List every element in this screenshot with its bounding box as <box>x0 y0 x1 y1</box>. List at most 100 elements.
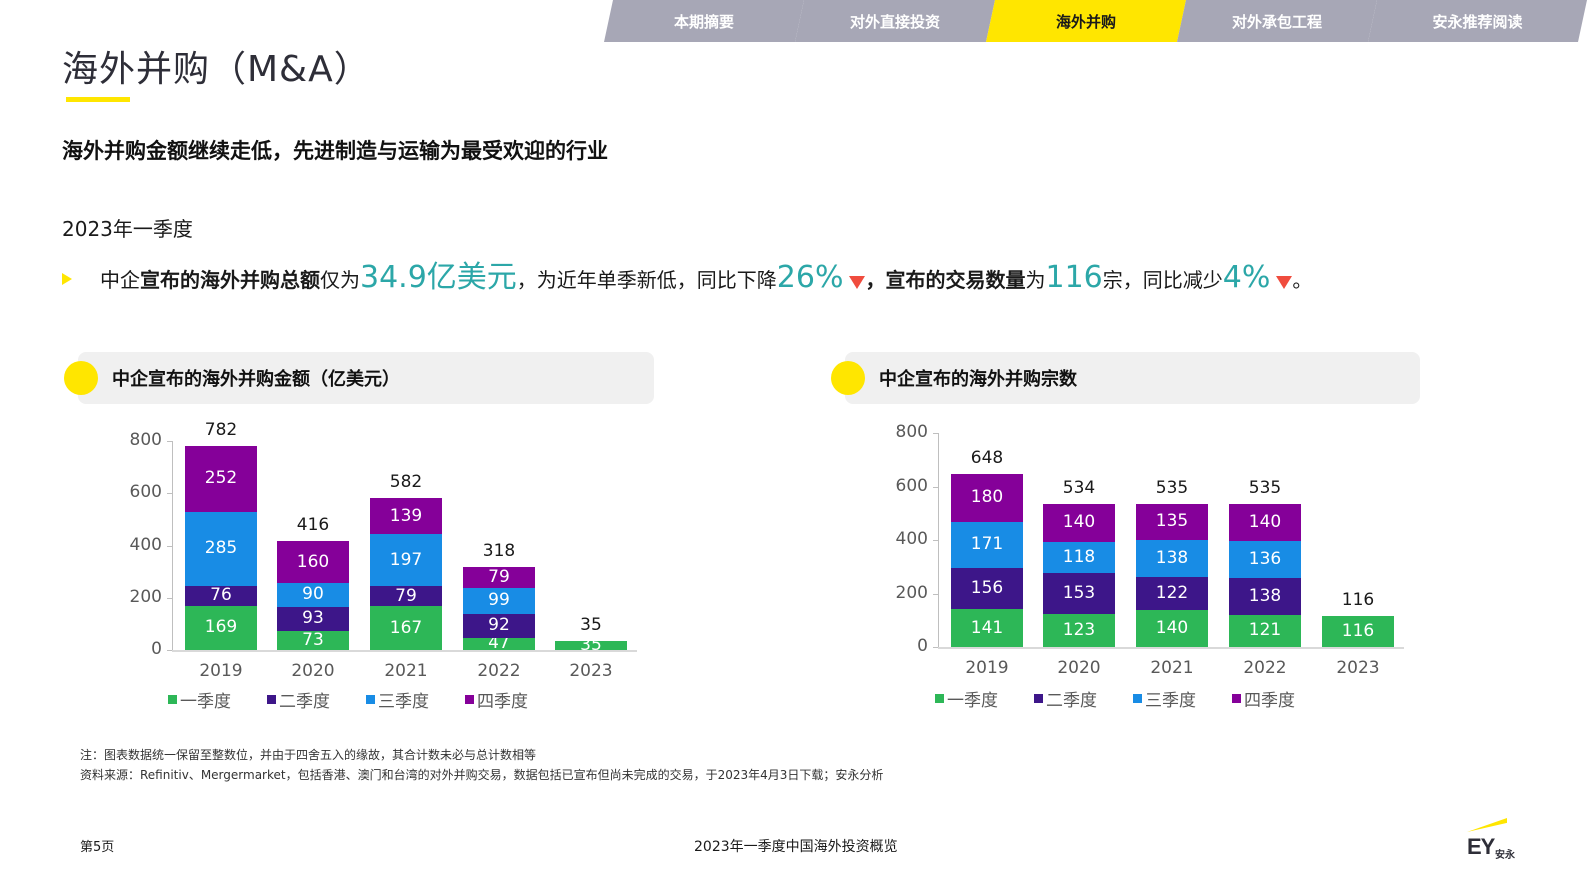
legend-label: 一季度 <box>947 691 998 711</box>
text: 宗，同比减少 <box>1102 268 1223 292</box>
tab-recommended-reading[interactable]: 安永推荐阅读 <box>1368 0 1587 42</box>
stacked-bar: 167 79 197 139 <box>370 497 442 650</box>
top-nav: 本期摘要 对外直接投资 海外并购 对外承包工程 安永推荐阅读 <box>604 0 1587 42</box>
stacked-bar: 140 122 138 135 <box>1136 503 1208 647</box>
stacked-bar: 169 76 285 252 <box>185 445 257 650</box>
bar-segment-q4: 139 <box>370 497 442 535</box>
bar-segment-q2: 153 <box>1043 573 1115 615</box>
bar-segment-q1: 47 <box>463 637 535 650</box>
bar-segment-q1: 141 <box>951 609 1023 647</box>
legend-item: 四季度 <box>1232 686 1295 711</box>
bar-segment-q4: 252 <box>185 445 257 512</box>
highlight-amount-change: 26% <box>776 260 844 295</box>
bar-segment-q2: 138 <box>1229 577 1301 615</box>
bar-segment-q3: 171 <box>951 521 1023 568</box>
y-tick-mark <box>167 441 173 442</box>
x-tick-label: 2022 <box>1243 658 1287 678</box>
legend-label: 一季度 <box>180 692 231 712</box>
text-bold: 宣布的海外并购总额 <box>140 268 320 292</box>
x-tick-label: 2023 <box>1336 658 1380 678</box>
y-tick-mark <box>167 650 173 651</box>
stacked-bar: 116 <box>1322 615 1394 647</box>
down-triangle-icon <box>849 276 866 289</box>
legend-swatch-icon <box>1133 694 1142 703</box>
bar-segment-q4: 160 <box>277 541 349 584</box>
chart-count <box>0 0 1 1</box>
summary-bullet: 中企 宣布的海外并购总额 仅为 34.9亿美元 ，为近年单季新低，同比下降 26… <box>62 252 1312 296</box>
bar-total-label: 416 <box>296 515 330 536</box>
ey-logo: EY 安永 <box>1465 818 1525 863</box>
bar-segment-q3: 99 <box>463 587 535 614</box>
y-tick-label: 600 <box>129 482 162 503</box>
yellow-dot-icon <box>64 361 98 395</box>
y-tick-label: 800 <box>129 430 162 450</box>
bar-segment-q3: 136 <box>1229 541 1301 578</box>
tab-odi[interactable]: 对外直接投资 <box>795 0 995 42</box>
legend-swatch-icon <box>1232 694 1241 703</box>
tab-contracting[interactable]: 对外承包工程 <box>1177 0 1377 42</box>
y-tick-label: 400 <box>895 529 928 549</box>
bar-segment-q1: 169 <box>185 605 257 650</box>
x-tick-label: 2019 <box>965 658 1009 678</box>
bar-segment-q4: 79 <box>463 567 535 588</box>
legend-swatch-icon <box>465 695 474 704</box>
x-tick-label: 2020 <box>291 661 335 681</box>
x-tick-label: 2021 <box>1150 658 1194 678</box>
legend-item: 一季度 <box>935 686 998 711</box>
tab-label: 安永推荐阅读 <box>1432 12 1523 31</box>
page-number: 第5页 <box>80 840 115 855</box>
bar-total-label: 318 <box>482 540 516 561</box>
stacked-bar: 121 138 136 140 <box>1229 503 1301 647</box>
x-axis <box>172 650 637 652</box>
y-tick-label: 200 <box>129 586 162 607</box>
bar-segment-q2: 79 <box>370 585 442 607</box>
legend-swatch-icon <box>935 694 944 703</box>
legend-label: 四季度 <box>1244 691 1295 711</box>
chart-title: 中企宣布的海外并购宗数 <box>879 369 1077 390</box>
bar-segment-q3: 90 <box>277 583 349 607</box>
legend-swatch-icon <box>267 695 276 704</box>
tab-summary[interactable]: 本期摘要 <box>604 0 804 42</box>
text: ， <box>865 268 886 292</box>
text: 为 <box>1025 268 1046 292</box>
down-triangle-icon <box>1276 276 1293 289</box>
text: 。 <box>1292 268 1313 292</box>
legend-item: 三季度 <box>1133 686 1196 711</box>
legend-swatch-icon <box>168 695 177 704</box>
bar-total-label: 35 <box>580 614 602 635</box>
bar-segment-q1: 35 <box>555 640 627 650</box>
y-tick-mark <box>167 493 173 495</box>
bar-segment-q1: 167 <box>370 606 442 650</box>
y-tick-label: 400 <box>129 534 162 555</box>
yellow-dot-icon <box>831 361 865 395</box>
bar-total-label: 534 <box>1062 478 1096 499</box>
bar-segment-q4: 140 <box>1229 503 1301 542</box>
x-tick-label: 2023 <box>569 661 613 681</box>
y-tick-mark <box>933 540 939 541</box>
y-tick-mark <box>933 593 939 595</box>
bar-total-label: 535 <box>1155 477 1189 498</box>
bar-segment-q2: 156 <box>951 567 1023 610</box>
tab-ma[interactable]: 海外并购 <box>986 0 1186 42</box>
chart-legend: 一季度 二季度 三季度 四季度 <box>168 687 564 712</box>
legend-item: 三季度 <box>366 687 429 712</box>
x-tick-label: 2019 <box>199 661 243 681</box>
source-text: 资料来源：Refinitiv、Mergermarket，包括香港、澳门和台湾的对… <box>80 768 884 782</box>
bar-segment-q4: 140 <box>1043 504 1115 542</box>
period-label: 2023年一季度 <box>62 217 193 241</box>
text: 仅为 <box>320 268 360 292</box>
legend-label: 二季度 <box>279 692 330 712</box>
text: ，为近年单季新低，同比下降 <box>516 268 777 292</box>
text-bold: 宣布的交易数量 <box>885 268 1026 292</box>
bar-segment-q3: 197 <box>370 534 442 586</box>
y-tick-label: 0 <box>151 639 162 659</box>
y-tick-label: 800 <box>895 422 928 442</box>
x-axis <box>938 647 1404 649</box>
y-tick-label: 200 <box>895 582 928 603</box>
title-underline <box>66 97 130 102</box>
y-tick-mark <box>933 486 939 488</box>
bar-segment-q1: 73 <box>277 630 349 650</box>
y-tick-mark <box>167 545 173 547</box>
bar-segment-q4: 135 <box>1136 503 1208 541</box>
tab-label: 对外承包工程 <box>1231 12 1322 31</box>
